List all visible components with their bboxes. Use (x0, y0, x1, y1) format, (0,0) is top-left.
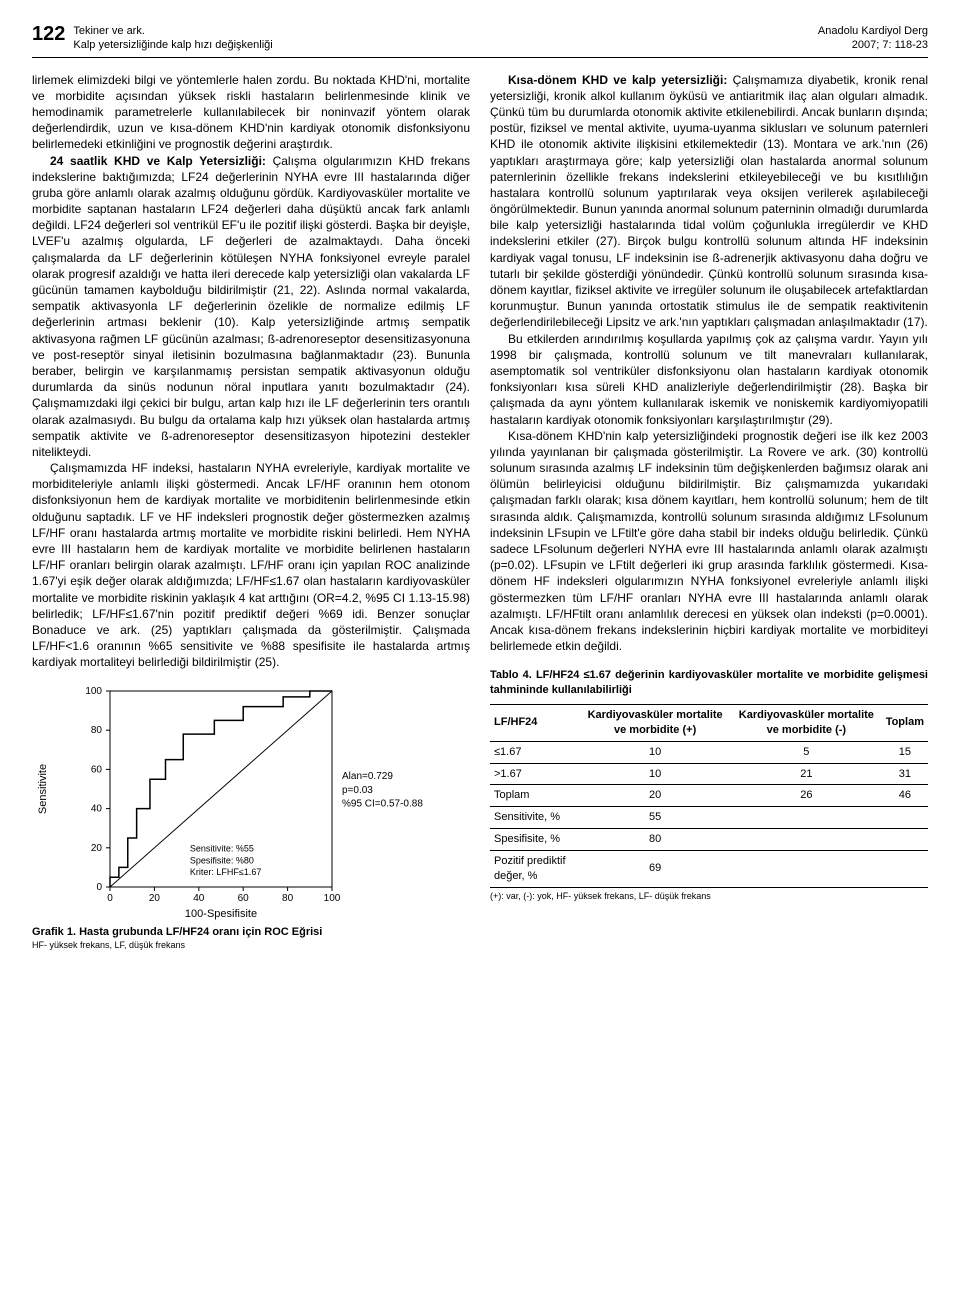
header-left-text: Tekiner ve ark. Kalp yetersizliğinde kal… (73, 24, 272, 53)
svg-text:60: 60 (238, 893, 250, 904)
table4-footnote: (+): var, (-): yok, HF- yüksek frekans, … (490, 890, 928, 902)
right-p3: Kısa-dönem KHD'nin kalp yetersizliğindek… (490, 428, 928, 655)
right-p1-body: Çalışmamıza diyabetik, kronik renal yete… (490, 73, 928, 330)
table4-col-label: LF/HF24 (490, 705, 579, 742)
table-row: >1.67102131 (490, 763, 928, 785)
chart-caption: Grafik 1. Hasta grubunda LF/HF24 oranı i… (32, 925, 470, 940)
table4-caption: Tablo 4. LF/HF24 ≤1.67 değerinin kardiyo… (490, 668, 928, 698)
right-column: Kısa-dönem KHD ve kalp yetersizliği: Çal… (490, 72, 928, 952)
table-cell (882, 850, 928, 887)
table-cell: 80 (579, 829, 731, 851)
right-h1: Kısa-dönem KHD ve kalp yetersizliği: (508, 73, 727, 87)
right-p2: Bu etkilerden arındırılmış koşullarda ya… (490, 331, 928, 428)
svg-text:40: 40 (91, 803, 103, 814)
svg-text:20: 20 (91, 842, 103, 853)
left-p2-body: Çalışma olgularımızın KHD frekans indeks… (32, 154, 470, 459)
header-left: 122 Tekiner ve ark. Kalp yetersizliğinde… (32, 24, 273, 53)
authors-line: Tekiner ve ark. (73, 24, 272, 38)
table-cell (882, 807, 928, 829)
left-column: lirlemek elimizdeki bilgi ve yöntemlerle… (32, 72, 470, 952)
table-row: ≤1.6710515 (490, 741, 928, 763)
table-cell: Pozitif prediktif değer, % (490, 850, 579, 887)
table-row: Toplam202646 (490, 785, 928, 807)
table-row: Pozitif prediktif değer, %69 (490, 850, 928, 887)
table4-block: Tablo 4. LF/HF24 ≤1.67 değerinin kardiyo… (490, 668, 928, 901)
svg-text:0: 0 (96, 882, 102, 893)
table-cell: 26 (731, 785, 882, 807)
table4-col3: Toplam (882, 705, 928, 742)
table-cell: 15 (882, 741, 928, 763)
table-cell (731, 850, 882, 887)
svg-text:80: 80 (282, 893, 294, 904)
table-cell: Toplam (490, 785, 579, 807)
journal-name: Anadolu Kardiyol Derg (818, 24, 928, 38)
page-header: 122 Tekiner ve ark. Kalp yetersizliğinde… (32, 24, 928, 58)
table4-header-row: LF/HF24 Kardiyovasküler mortalite ve mor… (490, 705, 928, 742)
table4: LF/HF24 Kardiyovasküler mortalite ve mor… (490, 704, 928, 888)
left-p2: 24 saatlik KHD ve Kalp Yetersizliği: Çal… (32, 153, 470, 461)
left-p1: lirlemek elimizdeki bilgi ve yöntemlerle… (32, 72, 470, 153)
title-line: Kalp yetersizliğinde kalp hızı değişkenl… (73, 38, 272, 52)
table-cell: >1.67 (490, 763, 579, 785)
table-cell: Spesifisite, % (490, 829, 579, 851)
page-number: 122 (32, 24, 65, 44)
svg-text:40: 40 (193, 893, 205, 904)
svg-text:Kriter: LFHF≤1.67: Kriter: LFHF≤1.67 (190, 867, 261, 877)
table-cell: 46 (882, 785, 928, 807)
table-cell: 10 (579, 763, 731, 785)
table-cell: 5 (731, 741, 882, 763)
journal-issue: 2007; 7: 118-23 (818, 38, 928, 52)
right-p1: Kısa-dönem KHD ve kalp yetersizliği: Çal… (490, 72, 928, 331)
table-cell: ≤1.67 (490, 741, 579, 763)
svg-text:100: 100 (85, 686, 102, 697)
table-cell: 55 (579, 807, 731, 829)
table-cell: 69 (579, 850, 731, 887)
left-h1: 24 saatlik KHD ve Kalp Yetersizliği: (50, 154, 266, 168)
body-columns: lirlemek elimizdeki bilgi ve yöntemlerle… (32, 72, 928, 952)
table4-col2: Kardiyovasküler mortalite ve morbidite (… (731, 705, 882, 742)
header-right: Anadolu Kardiyol Derg 2007; 7: 118-23 (818, 24, 928, 53)
table-cell: Sensitivite, % (490, 807, 579, 829)
svg-text:60: 60 (91, 764, 103, 775)
roc-chart: 0 20 40 60 80 100 0 20 40 60 80 100 100-Spesifisite S… (32, 681, 470, 952)
svg-text:Alan=0.729: Alan=0.729 (342, 771, 393, 782)
table-cell: 10 (579, 741, 731, 763)
table-cell: 21 (731, 763, 882, 785)
table-cell (731, 807, 882, 829)
svg-text:Spesifisite: %80: Spesifisite: %80 (190, 855, 254, 865)
svg-text:20: 20 (149, 893, 161, 904)
svg-text:p=0.03: p=0.03 (342, 784, 373, 795)
svg-text:Sensitivite: Sensitivite (37, 763, 49, 813)
table-cell (731, 829, 882, 851)
table-cell: 20 (579, 785, 731, 807)
svg-text:%95 CI=0.57-0.88: %95 CI=0.57-0.88 (342, 798, 423, 809)
svg-text:100: 100 (324, 893, 341, 904)
table-cell (882, 829, 928, 851)
svg-text:80: 80 (91, 725, 103, 736)
chart-subcaption: HF- yüksek frekans, LF, düşük frekans (32, 939, 470, 951)
table-row: Sensitivite, %55 (490, 807, 928, 829)
roc-svg: 0 20 40 60 80 100 0 20 40 60 80 100 100-Spesifisite S… (32, 681, 462, 921)
svg-text:100-Spesifisite: 100-Spesifisite (185, 908, 257, 920)
table4-col1: Kardiyovasküler mortalite ve morbidite (… (579, 705, 731, 742)
left-p3: Çalışmamızda HF indeksi, hastaların NYHA… (32, 460, 470, 670)
table-cell: 31 (882, 763, 928, 785)
svg-text:0: 0 (107, 893, 113, 904)
svg-text:Sensitivite: %55: Sensitivite: %55 (190, 843, 254, 853)
table-row: Spesifisite, %80 (490, 829, 928, 851)
